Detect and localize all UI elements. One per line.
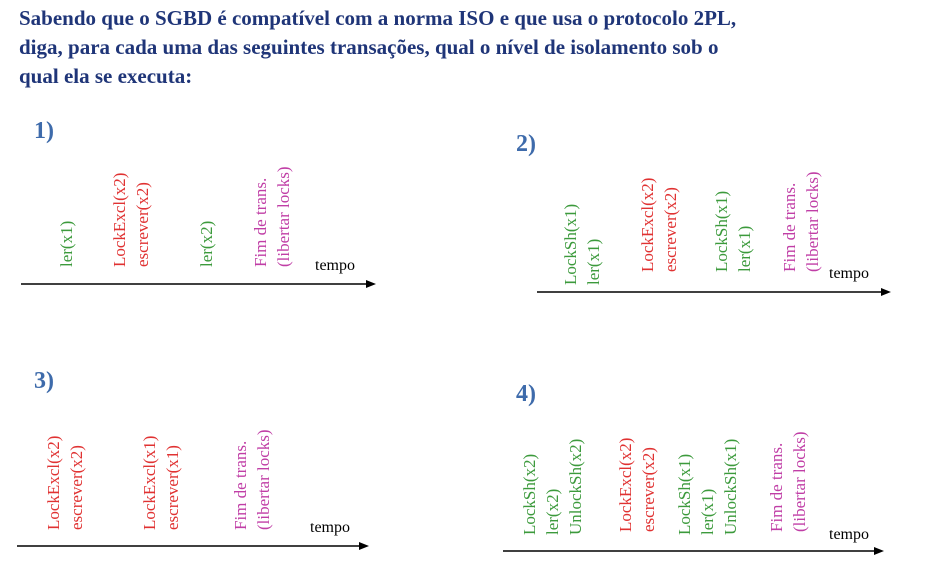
time-axis-label: tempo [829,265,869,282]
question-line: diga, para cada uma das seguintes transa… [19,35,719,59]
diagram-number: 1) [34,118,54,144]
question-line: Sabendo que o SGBD é compatível com a no… [19,6,737,30]
diagram-number: 3) [34,368,54,394]
time-axis-label: tempo [315,257,355,274]
diagram-number: 4) [516,381,536,407]
time-axis-label: tempo [310,519,350,536]
diagram-number: 2) [516,131,536,157]
question-line: qual ela se executa: [19,64,193,88]
question-text: Sabendo que o SGBD é compatível com a no… [19,4,929,91]
time-axis-label: tempo [829,526,869,543]
